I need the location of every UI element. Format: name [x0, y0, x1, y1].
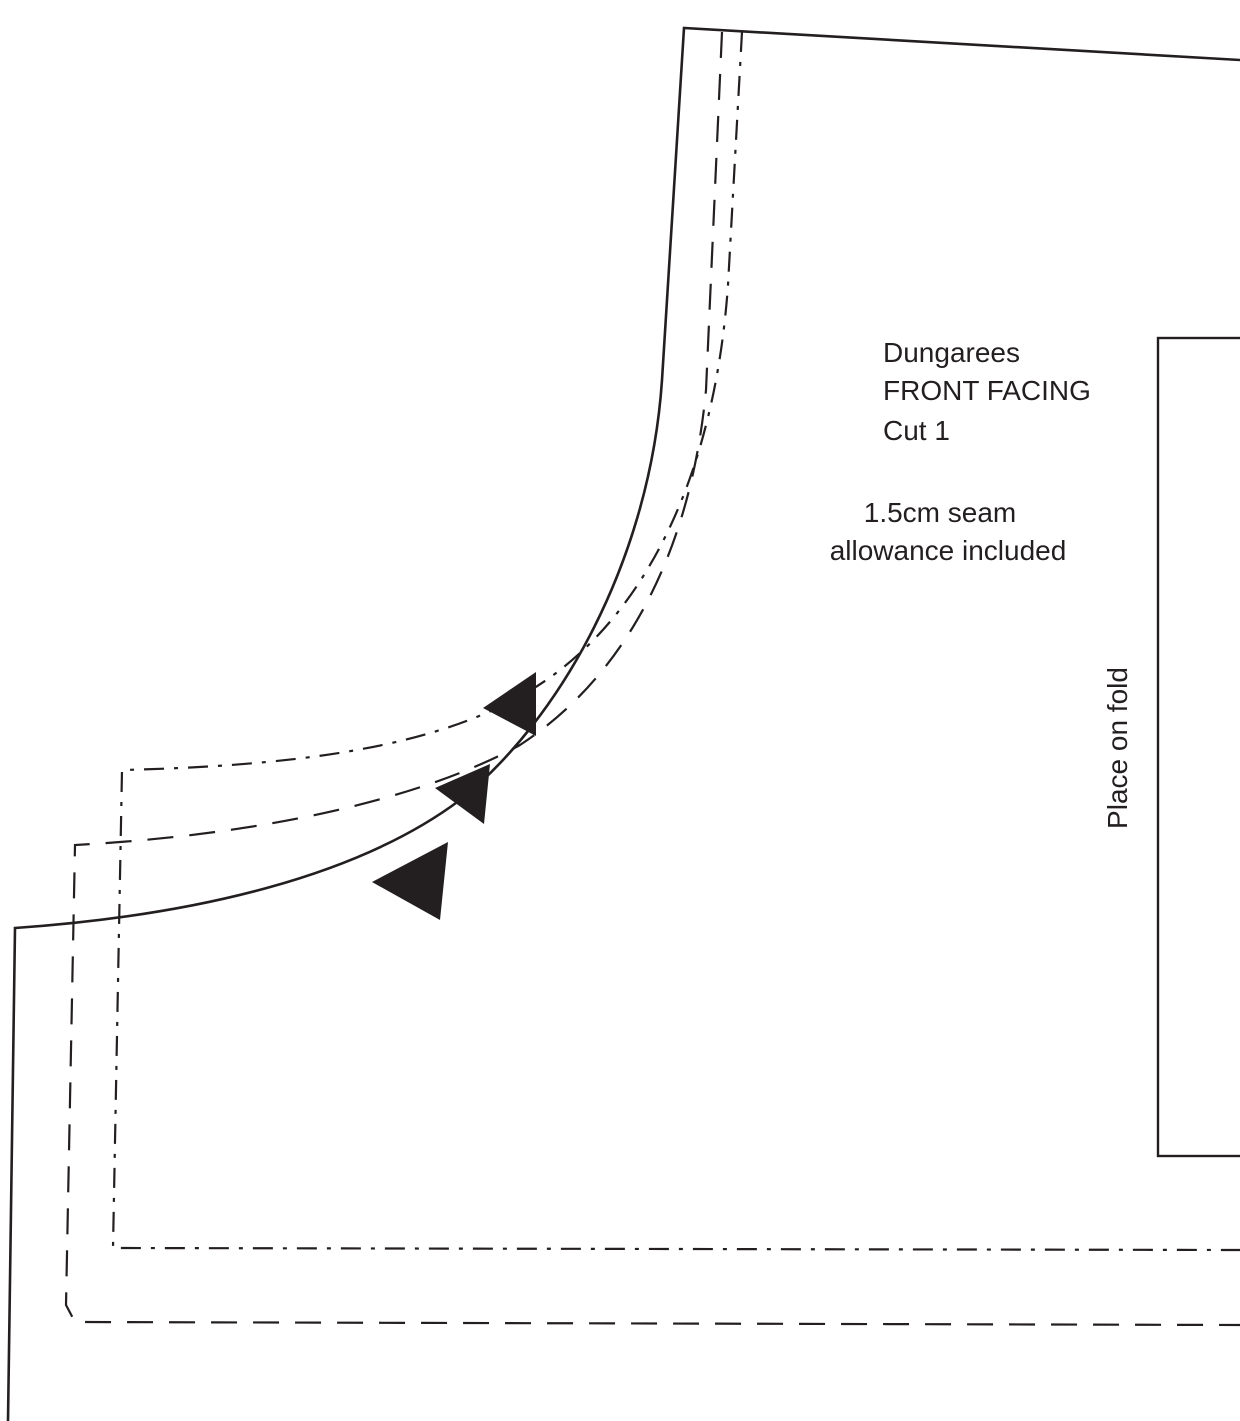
- cut-quantity: Cut 1: [883, 415, 950, 446]
- seam-note-line-2: allowance included: [830, 535, 1067, 566]
- piece-type: FRONT FACING: [883, 375, 1091, 406]
- notch-marker-inner: [483, 672, 536, 736]
- piece-name: Dungarees: [883, 337, 1020, 368]
- fold-label: Place on fold: [1102, 667, 1133, 829]
- fold-box: [1156, 336, 1240, 1158]
- notch-marker-outer: [372, 842, 448, 920]
- cutting-line: [6, 26, 1240, 1421]
- dash-dot-seam-line: [111, 31, 1240, 1252]
- dashed-seam-line: [64, 31, 1240, 1327]
- notch-marker-middle: [435, 764, 490, 824]
- seam-note-line-1: 1.5cm seam: [864, 497, 1017, 528]
